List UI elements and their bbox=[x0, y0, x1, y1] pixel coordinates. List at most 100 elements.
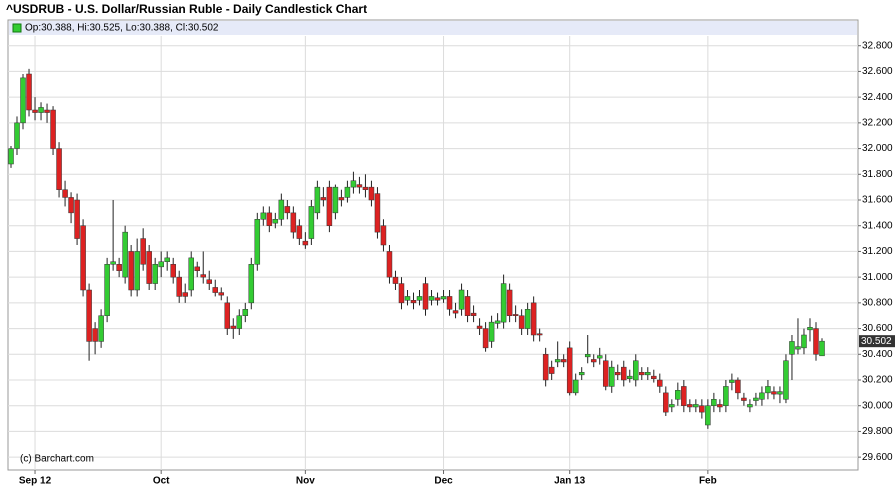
candle-body bbox=[813, 328, 819, 355]
y-tick-label: 30.400 bbox=[862, 349, 893, 360]
candle-body bbox=[248, 264, 255, 304]
candle-body bbox=[266, 212, 273, 226]
y-tick-label: 30.000 bbox=[862, 400, 893, 411]
candle-body bbox=[68, 197, 74, 214]
candle-body bbox=[458, 289, 465, 310]
candle-body bbox=[488, 321, 495, 342]
y-tick-label: 30.600 bbox=[862, 323, 893, 334]
candle-body bbox=[254, 219, 261, 265]
legend-text: Op:30.388, Hi:30.525, Lo:30.388, Cl:30.5… bbox=[25, 23, 219, 34]
candle-body bbox=[140, 238, 146, 265]
candle-body bbox=[8, 148, 14, 165]
candle-body bbox=[675, 390, 681, 400]
y-tick-label: 32.400 bbox=[862, 92, 893, 103]
candle-body bbox=[344, 186, 351, 198]
candle-body bbox=[699, 405, 705, 413]
candle-body bbox=[134, 251, 140, 291]
candle-body bbox=[633, 360, 639, 381]
candle-body bbox=[789, 341, 795, 355]
candle-body bbox=[578, 372, 585, 376]
y-tick-label: 32.600 bbox=[862, 66, 893, 77]
candle-body bbox=[560, 359, 567, 363]
candle-body bbox=[771, 391, 777, 395]
candle-body bbox=[518, 315, 525, 329]
candle-body bbox=[284, 206, 291, 214]
candle-body bbox=[795, 346, 801, 350]
y-tick-label: 29.600 bbox=[862, 452, 893, 463]
candle-body bbox=[164, 257, 170, 262]
candle-body bbox=[729, 379, 735, 383]
candle-body bbox=[152, 264, 158, 284]
x-tick-label: Feb bbox=[699, 476, 717, 487]
candle-body bbox=[98, 315, 104, 342]
candle-body bbox=[428, 296, 435, 301]
candle-body bbox=[681, 386, 687, 406]
candle-body bbox=[212, 287, 219, 293]
candle-body bbox=[717, 404, 723, 408]
legend-band bbox=[9, 21, 857, 35]
candle-body bbox=[20, 77, 26, 124]
candle-body bbox=[92, 328, 98, 342]
candle-body bbox=[224, 302, 231, 329]
x-tick-label: Dec bbox=[434, 476, 453, 487]
candle-body bbox=[723, 386, 729, 406]
candle-body bbox=[566, 347, 573, 394]
candle-body bbox=[807, 327, 813, 331]
candle-body bbox=[554, 359, 561, 363]
candle-body bbox=[422, 283, 429, 310]
candle-body bbox=[332, 186, 339, 214]
candle-body bbox=[176, 276, 182, 297]
candle-body bbox=[194, 266, 200, 271]
candle-body bbox=[392, 276, 399, 284]
candle-body bbox=[236, 315, 243, 329]
candle-body bbox=[705, 405, 711, 426]
candle-body bbox=[416, 296, 423, 301]
candle-body bbox=[230, 325, 237, 329]
candle-body bbox=[470, 312, 477, 316]
candle-body bbox=[645, 372, 651, 376]
candle-body bbox=[747, 404, 753, 408]
candle-body bbox=[62, 189, 68, 198]
candle-body bbox=[128, 251, 134, 291]
candle-body bbox=[386, 251, 393, 278]
candle-body bbox=[80, 225, 86, 291]
candle-body bbox=[548, 366, 555, 374]
candle-body bbox=[272, 219, 279, 224]
candle-body bbox=[669, 404, 675, 408]
candle-body bbox=[621, 366, 627, 381]
candle-body bbox=[735, 379, 741, 394]
candle-body bbox=[476, 325, 483, 329]
candle-body bbox=[446, 296, 453, 310]
candle-body bbox=[512, 314, 519, 316]
y-tick-label: 29.800 bbox=[862, 426, 893, 437]
candle-body bbox=[542, 354, 549, 381]
candle-body bbox=[614, 372, 621, 376]
candle-body bbox=[308, 206, 315, 239]
candle-body bbox=[200, 274, 206, 278]
candle-body bbox=[404, 296, 411, 301]
footer: (c) Barchart.com bbox=[20, 454, 94, 465]
candle-body bbox=[326, 186, 333, 226]
candle-body bbox=[86, 289, 92, 342]
candle-body bbox=[434, 297, 441, 301]
candle-body bbox=[536, 333, 543, 336]
plot-area bbox=[7, 19, 859, 471]
candle-body bbox=[56, 148, 62, 190]
y-tick-label: 32.000 bbox=[862, 143, 893, 154]
candle-body bbox=[380, 225, 387, 246]
candle-body bbox=[494, 320, 501, 324]
candle-body bbox=[206, 279, 212, 284]
candle-body bbox=[602, 360, 609, 387]
candle-body bbox=[440, 296, 447, 300]
candle-body bbox=[398, 283, 405, 304]
candle-body bbox=[158, 261, 164, 268]
candle-body bbox=[122, 231, 128, 278]
candle-body bbox=[663, 392, 669, 413]
candle-body bbox=[296, 225, 303, 239]
candle-body bbox=[242, 309, 249, 316]
candle-body bbox=[38, 107, 44, 113]
candle-body bbox=[374, 193, 381, 233]
candle-body bbox=[596, 355, 603, 359]
candle-body bbox=[278, 199, 285, 220]
candle-body bbox=[759, 392, 765, 400]
